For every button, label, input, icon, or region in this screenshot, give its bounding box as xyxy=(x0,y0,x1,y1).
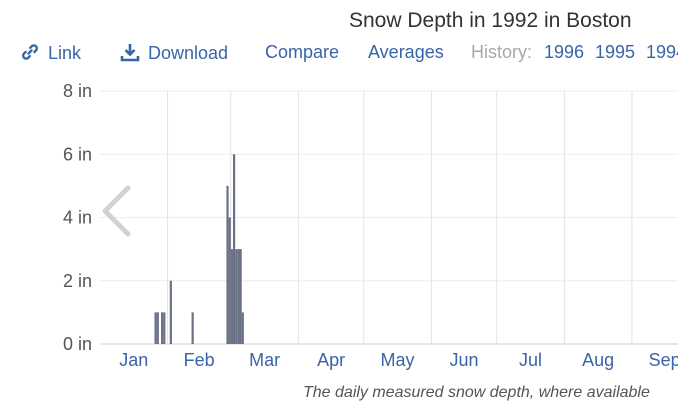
snow-depth-bar xyxy=(226,185,229,344)
chevron-left-icon xyxy=(102,185,131,237)
chart-title: Snow Depth in 1992 in Boston xyxy=(349,9,632,32)
y-tick-label: 2 in xyxy=(63,271,92,291)
history-label: History: xyxy=(471,42,533,62)
x-tick-label: Feb xyxy=(184,350,215,370)
x-tick-label: Sep xyxy=(649,350,678,370)
snow-depth-bar xyxy=(230,249,233,344)
x-tick-label: Jul xyxy=(519,350,542,370)
link-button[interactable]: Link xyxy=(20,42,81,64)
y-axis: 0 in 2 in 4 in 6 in 8 in xyxy=(63,81,92,354)
previous-year-button[interactable] xyxy=(96,180,136,242)
download-label: Download xyxy=(148,43,229,63)
x-tick-label: Aug xyxy=(582,350,614,370)
history-year-1995[interactable]: 1995 xyxy=(595,42,636,62)
snow-depth-bar xyxy=(237,249,240,344)
x-axis: Jan Feb Mar Apr May Jun Jul Aug Sep xyxy=(119,350,678,370)
y-tick-label: 8 in xyxy=(63,81,92,101)
snow-depth-bar xyxy=(241,312,244,344)
history-year-1994[interactable]: 1994 xyxy=(646,42,678,62)
chart-caption: The daily measured snow depth, where ava… xyxy=(303,384,650,401)
link-label: Link xyxy=(48,43,82,63)
link-icon xyxy=(22,44,38,60)
download-icon xyxy=(120,44,140,62)
snow-depth-bar xyxy=(191,312,194,344)
x-tick-label: May xyxy=(381,350,415,370)
toolbar: Link Download Compare Averages History: … xyxy=(0,40,678,68)
x-tick-label: Apr xyxy=(317,350,345,370)
x-tick-label: Mar xyxy=(249,350,280,370)
snow-depth-bar xyxy=(228,217,231,344)
averages-link[interactable]: Averages xyxy=(368,42,444,62)
snow-depth-bar xyxy=(156,312,159,344)
y-tick-label: 0 in xyxy=(63,334,92,354)
history-year-1996[interactable]: 1996 xyxy=(544,42,585,62)
grid xyxy=(100,90,678,345)
bars xyxy=(154,154,244,344)
compare-link[interactable]: Compare xyxy=(265,42,340,62)
snow-depth-bar xyxy=(163,312,166,344)
x-tick-label: Jun xyxy=(450,350,479,370)
snow-depth-bar xyxy=(161,312,164,344)
x-tick-label: Jan xyxy=(119,350,148,370)
download-button[interactable]: Download xyxy=(120,42,228,64)
snow-depth-bar xyxy=(154,312,157,344)
y-tick-label: 6 in xyxy=(63,144,92,164)
snow-depth-bar xyxy=(169,280,172,344)
snow-depth-bar xyxy=(239,249,242,344)
snow-depth-bar xyxy=(235,249,238,344)
y-tick-label: 4 in xyxy=(63,208,92,228)
snow-depth-bar xyxy=(232,154,236,344)
